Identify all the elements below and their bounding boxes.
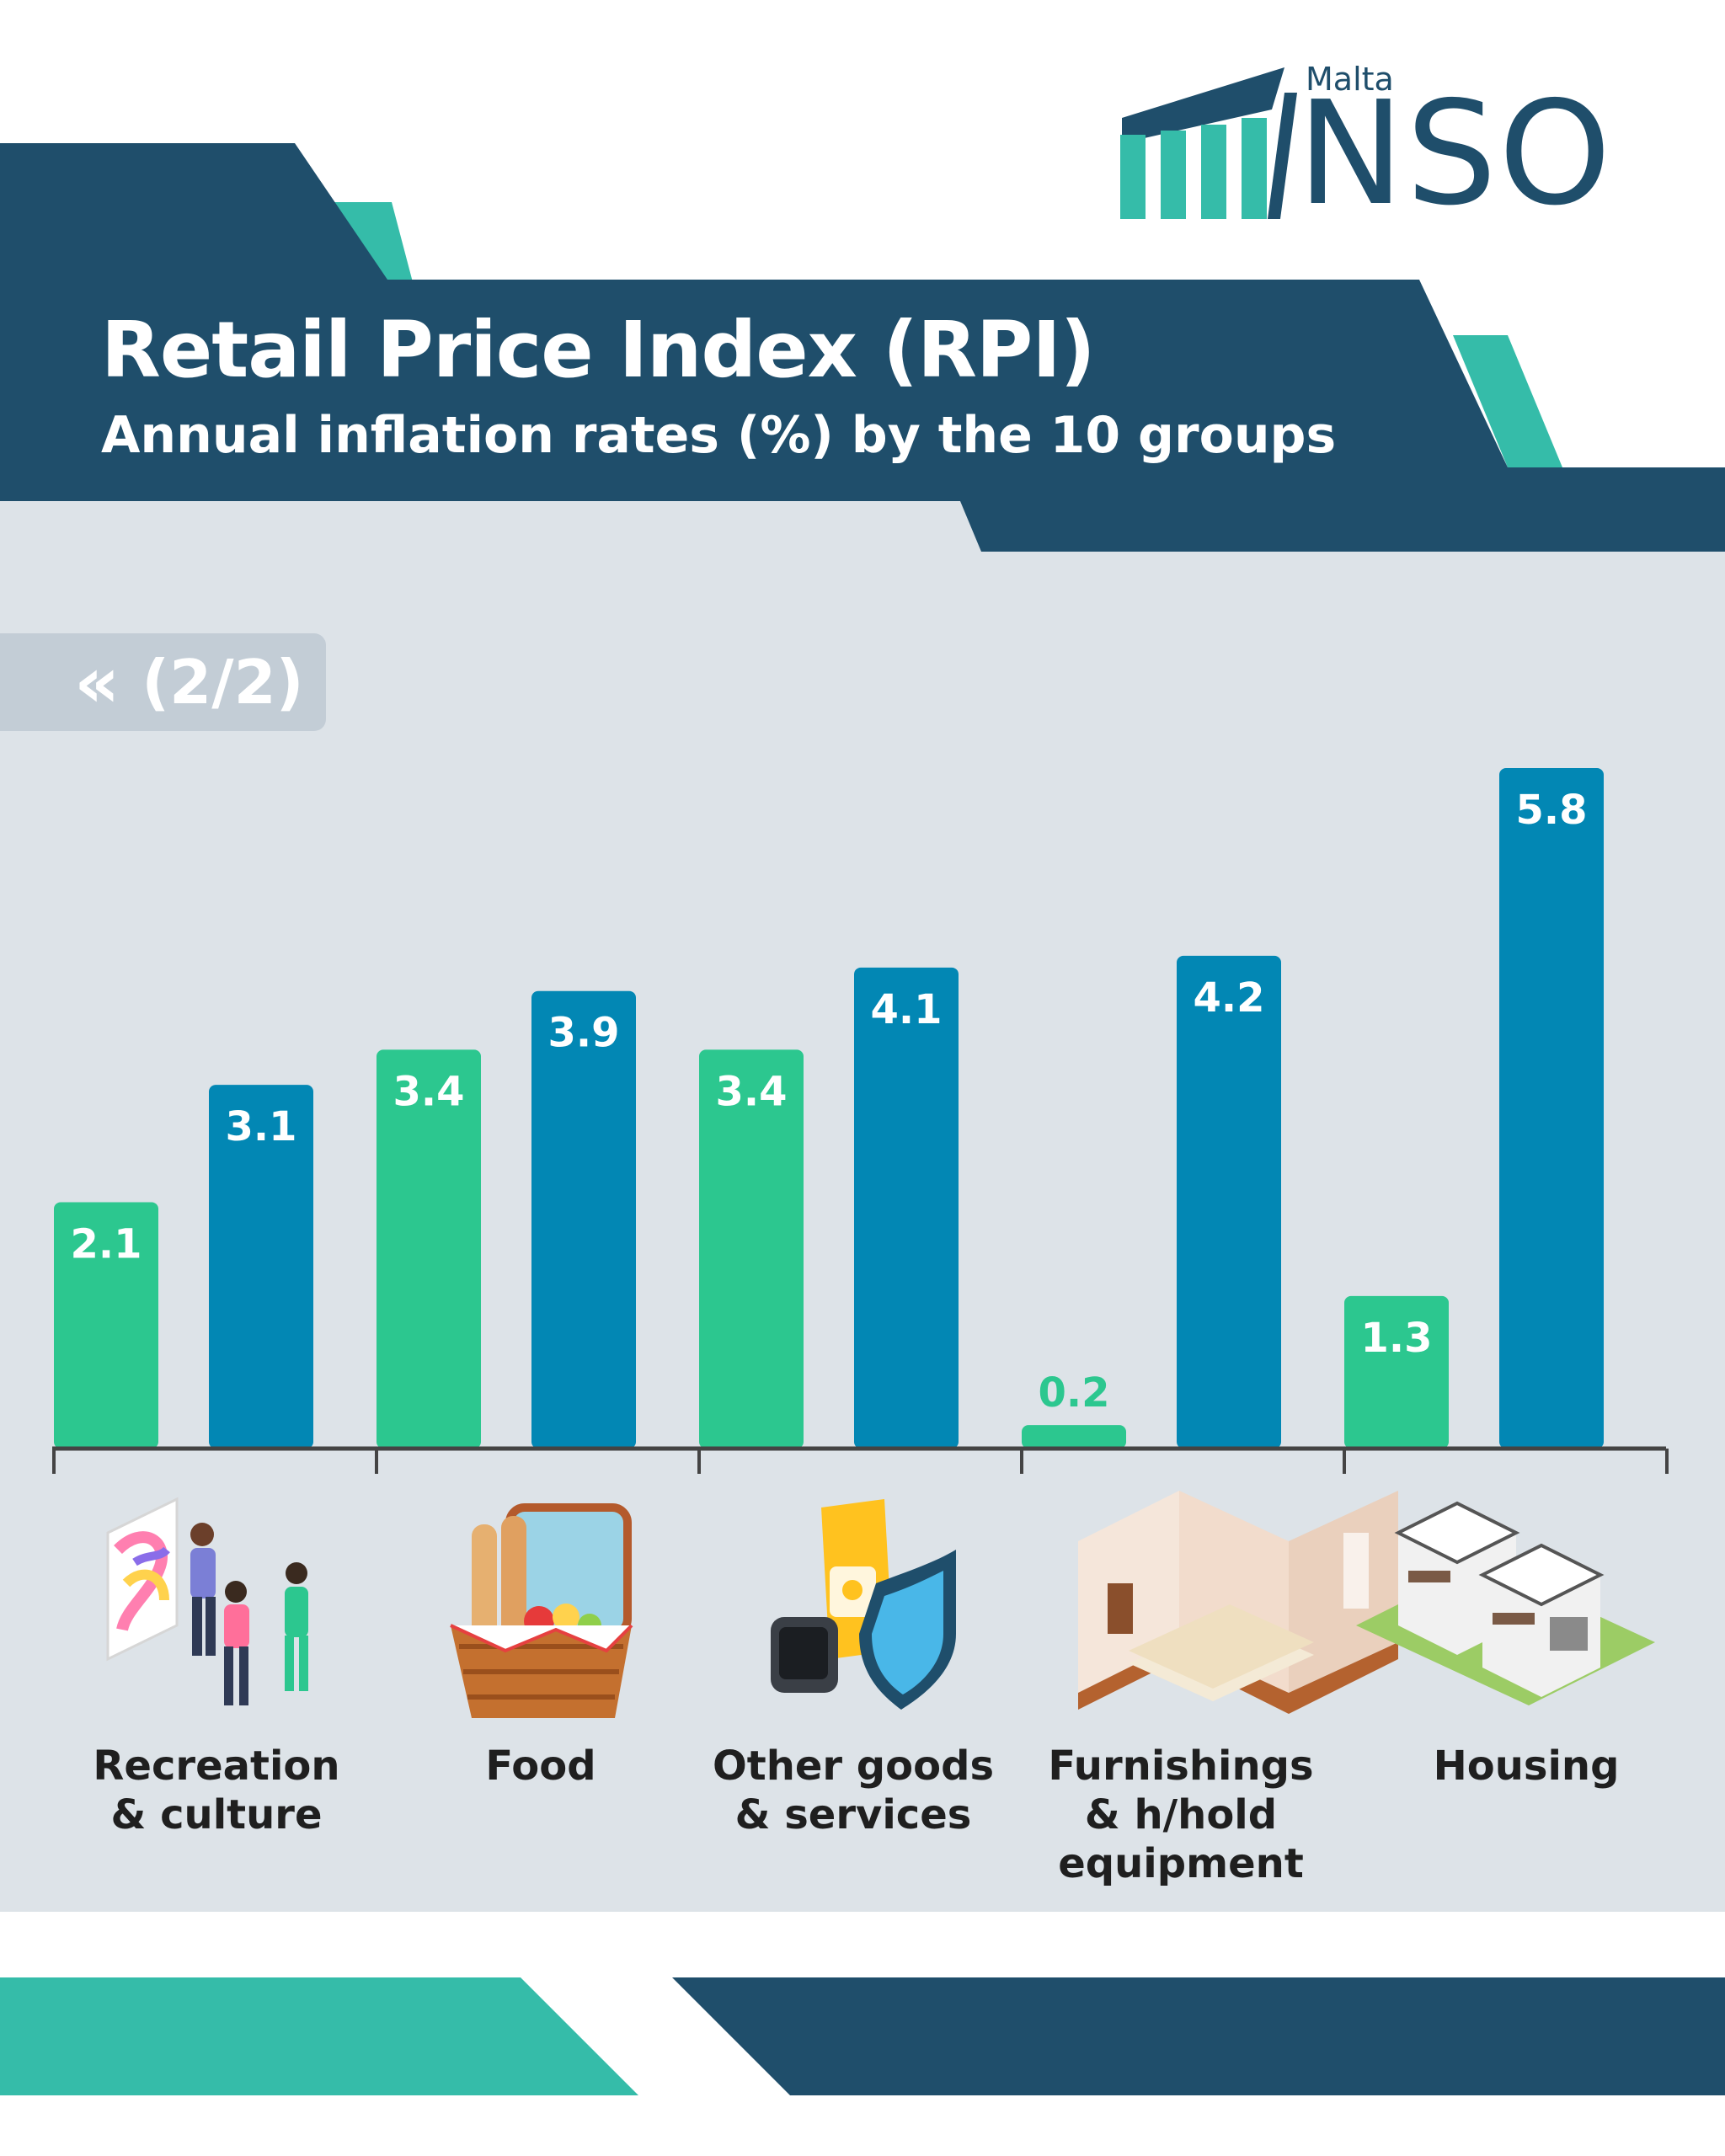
bar-series2-cat2 xyxy=(531,990,636,1449)
logo-bars-icon xyxy=(1120,67,1297,219)
category-label-housing: Housing xyxy=(1433,1742,1620,1790)
townhouse-icon xyxy=(1356,1501,1655,1705)
bar-value-label: 3.4 xyxy=(393,1068,464,1115)
bar-series2-cat1 xyxy=(209,1085,313,1449)
bar-series2-cat5 xyxy=(1499,768,1604,1449)
page-indicator: (2/2) xyxy=(142,647,304,718)
footer-navy-shape xyxy=(672,1977,1725,2095)
bar-value-label: 0.2 xyxy=(1038,1369,1109,1417)
page-title: Retail Price Index (RPI) xyxy=(101,305,1096,395)
bar-value-label: 2.1 xyxy=(70,1220,142,1267)
bar-series1-cat3 xyxy=(699,1049,804,1449)
logo-name: NSO xyxy=(1297,71,1613,237)
bar-value-label: 5.8 xyxy=(1515,787,1587,834)
bar-value-label: 4.1 xyxy=(870,986,942,1033)
category-label-furnishings: Furnishings & h/hold equipment xyxy=(1048,1742,1314,1887)
category-label-recreation: Recreation & culture xyxy=(93,1742,340,1838)
bar-series2-cat4 xyxy=(1177,955,1281,1449)
pet-food-watch-shield-icon xyxy=(771,1499,956,1710)
bar-value-label: 3.1 xyxy=(225,1103,296,1150)
picnic-basket-icon xyxy=(450,1503,633,1718)
nso-logo: Malta NSO xyxy=(1120,59,1626,227)
category-label-food: Food xyxy=(485,1742,596,1790)
bar-series1-cat2 xyxy=(377,1049,481,1449)
double-chevron-left-icon: « xyxy=(74,641,120,723)
bar-series1-cat1 xyxy=(54,1202,158,1449)
bar-value-label: 4.2 xyxy=(1193,974,1264,1022)
bar-series1-cat5 xyxy=(1344,1295,1449,1449)
x-axis xyxy=(52,1446,1669,1474)
bedroom-icon xyxy=(1078,1491,1398,1714)
bar-value-label: 3.4 xyxy=(715,1068,787,1115)
header-accent-right xyxy=(1453,335,1562,467)
bar-series2-cat3 xyxy=(854,967,959,1449)
logo-country: Malta xyxy=(1306,61,1394,98)
page-subtitle: Annual inflation rates (%) by the 10 gro… xyxy=(101,406,1337,465)
previous-page-button[interactable]: « (2/2) xyxy=(0,633,326,731)
bar-value-label: 3.9 xyxy=(547,1010,619,1057)
category-icons xyxy=(106,1491,1655,1718)
footer-teal-shape xyxy=(0,1977,638,2095)
bars-group: 2.1 3.4 3.4 0.2 1.3 3.1 3.9 4.1 4.2 5.8 xyxy=(54,768,1604,1449)
bar-value-label: 1.3 xyxy=(1360,1315,1432,1362)
header-band xyxy=(0,143,1725,552)
category-label-other-goods: Other goods & services xyxy=(712,1742,995,1838)
bar-series1-cat4 xyxy=(1022,1425,1126,1449)
art-gallery-icon xyxy=(106,1497,308,1705)
